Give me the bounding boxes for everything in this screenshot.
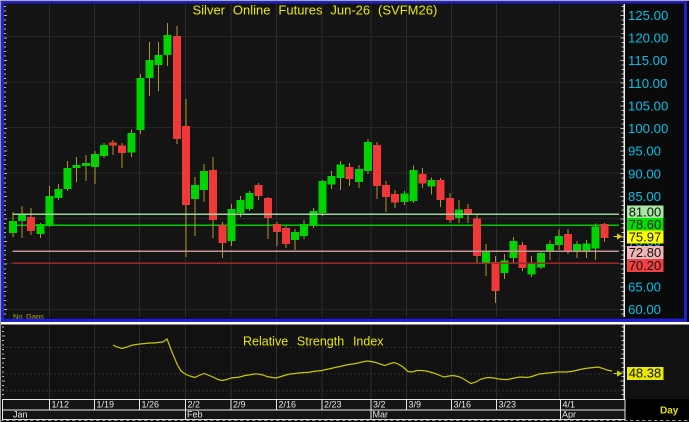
svg-text:Day: Day [660,406,679,417]
svg-text:2/16: 2/16 [279,400,297,410]
svg-text:2/23: 2/23 [324,400,342,410]
svg-text:105.00: 105.00 [628,98,668,113]
svg-text:100.00: 100.00 [628,121,668,136]
svg-text:Mar: Mar [373,410,389,420]
svg-text:Gaps: Gaps [26,312,44,321]
svg-text:85.00: 85.00 [628,189,661,204]
svg-text:4/1: 4/1 [563,400,576,410]
svg-text:75.97: 75.97 [629,230,662,245]
svg-text:78.60: 78.60 [629,217,662,232]
svg-text:3/9: 3/9 [409,400,422,410]
svg-text:48.38: 48.38 [629,366,662,381]
svg-text:70.20: 70.20 [629,258,662,273]
svg-text:110.00: 110.00 [628,76,667,91]
svg-text:3/2: 3/2 [373,400,386,410]
svg-text:3/23: 3/23 [499,400,517,410]
svg-text:125.00: 125.00 [628,8,668,23]
svg-text:81.00: 81.00 [629,204,662,219]
svg-text:Apr: Apr [562,410,576,420]
svg-text:72.80: 72.80 [629,245,662,260]
svg-text:Jan: Jan [13,410,28,420]
svg-text:1/19: 1/19 [97,400,115,410]
svg-text:120.00: 120.00 [628,31,668,46]
svg-text:90.00: 90.00 [628,166,661,181]
svg-text:1/12: 1/12 [52,400,70,410]
svg-text:115.00: 115.00 [628,53,667,68]
svg-text:No: No [13,312,23,321]
svg-text:Silver Online Futures Jun-26 (: Silver Online Futures Jun-26 (SVFM26) [193,2,438,17]
svg-text:65.00: 65.00 [628,279,661,294]
svg-text:2/2: 2/2 [188,400,201,410]
svg-text:95.00: 95.00 [628,144,661,159]
svg-text:2/9: 2/9 [233,400,246,410]
svg-text:Feb: Feb [187,410,203,420]
svg-text:3/16: 3/16 [454,400,472,410]
svg-text:60.00: 60.00 [628,302,661,317]
svg-text:1/26: 1/26 [142,400,160,410]
svg-text:Relative Strength Index: Relative Strength Index [243,335,384,349]
